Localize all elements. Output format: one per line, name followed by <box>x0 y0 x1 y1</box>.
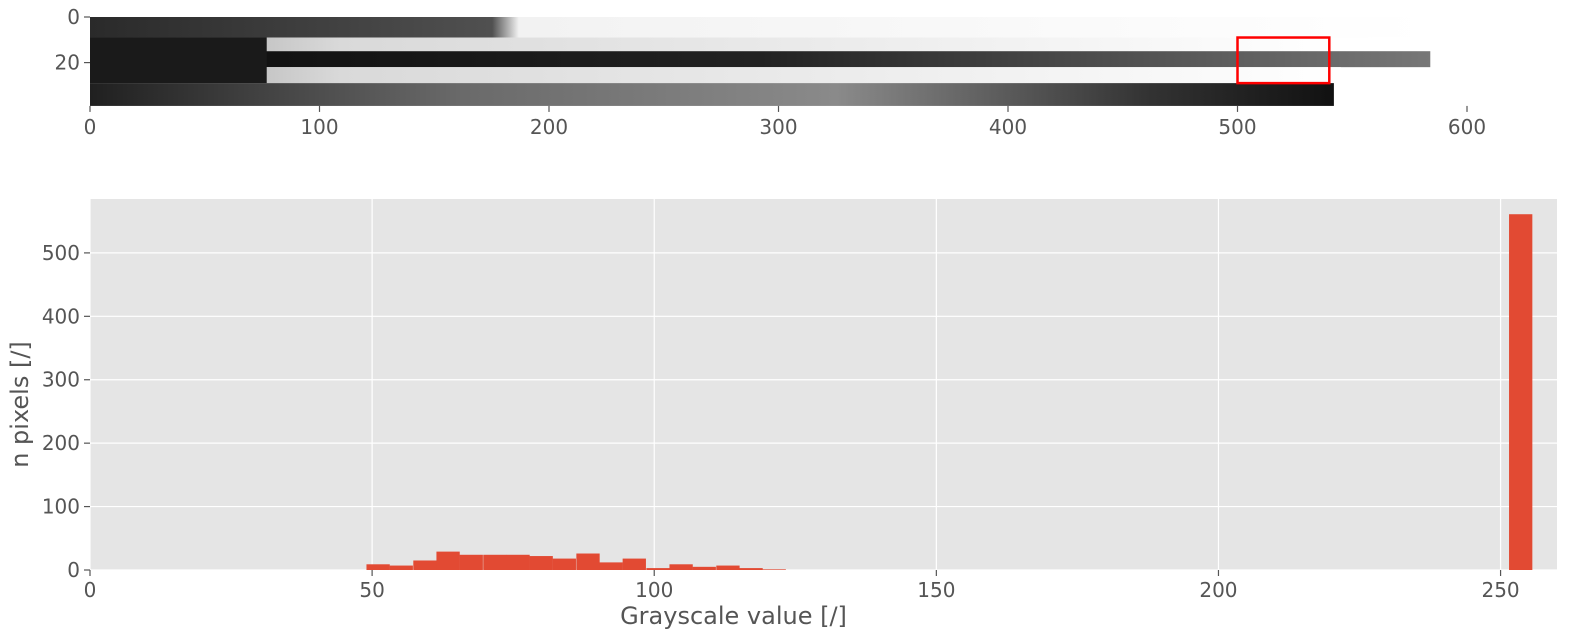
image-band <box>90 51 1431 68</box>
highlight-box <box>1236 36 1331 85</box>
y-tick-label: 20 <box>55 51 80 75</box>
histogram-bar <box>506 554 530 570</box>
histogram-bar <box>692 566 716 570</box>
histogram-bar <box>483 554 507 570</box>
plot-background <box>90 199 1557 570</box>
y-tick-label: 200 <box>42 431 80 455</box>
histogram-bar <box>436 551 460 570</box>
x-tick-label: 50 <box>359 578 384 602</box>
histogram-bar <box>459 554 483 570</box>
x-tick-label: 100 <box>300 115 338 139</box>
image-band <box>90 67 1341 84</box>
image-band <box>90 37 1341 52</box>
x-tick-label: 300 <box>759 115 797 139</box>
gridlines <box>89 199 1557 571</box>
histogram-bar <box>576 553 600 570</box>
x-tick-label: 250 <box>1481 578 1519 602</box>
histogram-bar <box>646 568 670 570</box>
y-axis-label: n pixels [/] <box>6 341 34 468</box>
x-tick-label: 0 <box>84 578 97 602</box>
image-band <box>90 83 1334 106</box>
grayscale-image-panel: 0 100 200 300 400 500 600 0 20 <box>55 5 1487 139</box>
y-tick-label: 0 <box>67 558 80 582</box>
image-band <box>90 17 1431 38</box>
histogram-bar <box>762 569 786 570</box>
x-tick-label: 400 <box>989 115 1027 139</box>
y-tick-label: 0 <box>67 5 80 29</box>
histogram-bar <box>389 565 413 570</box>
histogram-bar <box>716 565 740 570</box>
x-tick-label: 150 <box>917 578 955 602</box>
histogram-bar <box>739 568 763 570</box>
histogram-bar <box>552 558 576 570</box>
histogram-bar <box>599 562 623 570</box>
y-tick-label: 100 <box>42 495 80 519</box>
histogram-bar <box>366 564 390 570</box>
histogram-panel: 0 50 100 150 200 250 0 100 200 300 400 500 Grayscal… <box>6 199 1557 630</box>
x-tick-label: 500 <box>1218 115 1256 139</box>
histogram-bar <box>622 558 646 570</box>
histogram-bar <box>1509 214 1533 570</box>
histogram-bar <box>669 564 693 570</box>
x-tick-label: 0 <box>84 115 97 139</box>
x-axis-label: Grayscale value [/] <box>620 602 847 630</box>
image-left-block <box>90 37 267 84</box>
x-tick-label: 100 <box>635 578 673 602</box>
x-tick-label: 200 <box>1199 578 1237 602</box>
y-tick-label: 400 <box>42 304 80 328</box>
x-tick-label: 600 <box>1448 115 1486 139</box>
x-tick-label: 200 <box>530 115 568 139</box>
histogram-bars <box>366 214 1533 570</box>
y-tick-label: 300 <box>42 368 80 392</box>
histogram-bar <box>529 556 553 570</box>
y-tick-label: 500 <box>42 241 80 265</box>
histogram-bar <box>413 560 437 570</box>
